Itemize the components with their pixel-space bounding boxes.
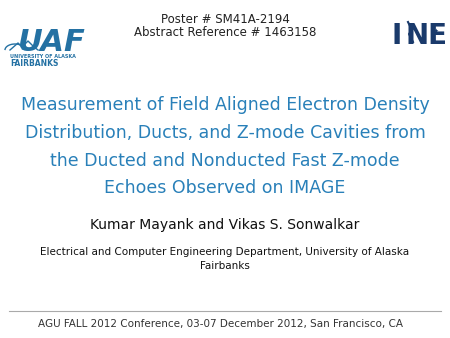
Text: Measurement of Field Aligned Electron Density: Measurement of Field Aligned Electron De… (21, 96, 429, 114)
Text: FAIRBANKS: FAIRBANKS (10, 59, 59, 68)
Text: I: I (392, 22, 402, 50)
Text: Poster # SM41A-2194: Poster # SM41A-2194 (161, 13, 289, 26)
Text: NE: NE (406, 22, 448, 50)
Text: UAF: UAF (18, 28, 86, 57)
Text: Kumar Mayank and Vikas S. Sonwalkar: Kumar Mayank and Vikas S. Sonwalkar (90, 218, 360, 232)
Text: Abstract Reference # 1463158: Abstract Reference # 1463158 (134, 26, 316, 39)
Text: Jh: Jh (22, 46, 27, 50)
Text: UNIVERSITY OF ALASKA: UNIVERSITY OF ALASKA (10, 54, 76, 59)
Text: AGU FALL 2012 Conference, 03-07 December 2012, San Francisco, CA: AGU FALL 2012 Conference, 03-07 December… (38, 319, 403, 330)
Text: Distribution, Ducts, and Z-mode Cavities from: Distribution, Ducts, and Z-mode Cavities… (25, 124, 425, 142)
Text: the Ducted and Nonducted Fast Z-mode: the Ducted and Nonducted Fast Z-mode (50, 152, 400, 170)
Text: Echoes Observed on IMAGE: Echoes Observed on IMAGE (104, 179, 346, 197)
Text: ✦: ✦ (434, 28, 438, 33)
Text: Electrical and Computer Engineering Department, University of Alaska
Fairbanks: Electrical and Computer Engineering Depa… (40, 247, 410, 271)
